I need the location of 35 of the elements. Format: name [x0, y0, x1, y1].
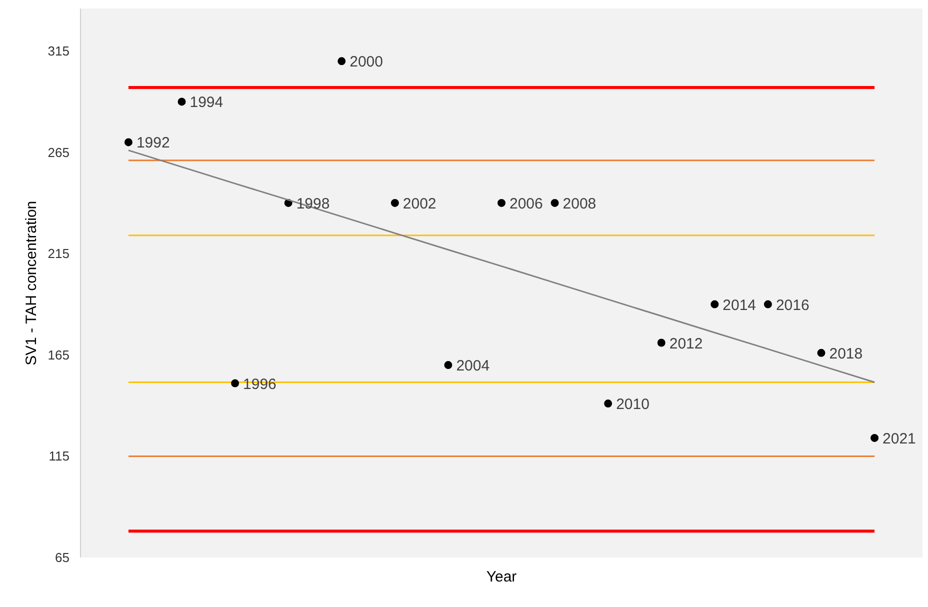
- y-tick-label: 65: [55, 550, 70, 565]
- annotation: 1992: [136, 134, 170, 152]
- annotation: 1994: [190, 94, 224, 112]
- point: [338, 57, 346, 66]
- y-axis-title: SV1 - TAH concentration: [22, 200, 40, 366]
- y-tick-label: 115: [48, 448, 70, 464]
- point: [550, 198, 559, 207]
- annotation: 2016: [776, 296, 810, 314]
- point: [231, 379, 240, 388]
- point: [870, 434, 879, 442]
- point: [444, 361, 452, 370]
- y-tick-label: 265: [48, 144, 70, 160]
- annotation: 2002: [402, 195, 436, 212]
- point: [604, 400, 612, 408]
- annotation: 2014: [722, 296, 756, 314]
- x-axis-title: Year: [486, 568, 517, 586]
- annotation: 2010: [616, 396, 650, 414]
- point: [710, 300, 719, 308]
- annotation: 2000: [350, 54, 383, 71]
- annotation: 2008: [562, 195, 596, 212]
- y-tick-label: 215: [48, 246, 70, 262]
- point: [657, 338, 666, 347]
- annotation: 2018: [829, 345, 863, 362]
- point: [390, 198, 399, 207]
- y-tick-label: 315: [48, 44, 70, 59]
- annotation: 2012: [669, 335, 703, 352]
- y-tick-label: 165: [48, 347, 70, 362]
- annotation: 2004: [456, 358, 490, 375]
- point: [178, 98, 186, 106]
- point: [498, 198, 506, 207]
- point: [764, 300, 772, 308]
- annotation: 2006: [510, 195, 543, 212]
- point: [817, 348, 826, 357]
- text: 2021: [882, 430, 916, 448]
- point: [124, 138, 132, 146]
